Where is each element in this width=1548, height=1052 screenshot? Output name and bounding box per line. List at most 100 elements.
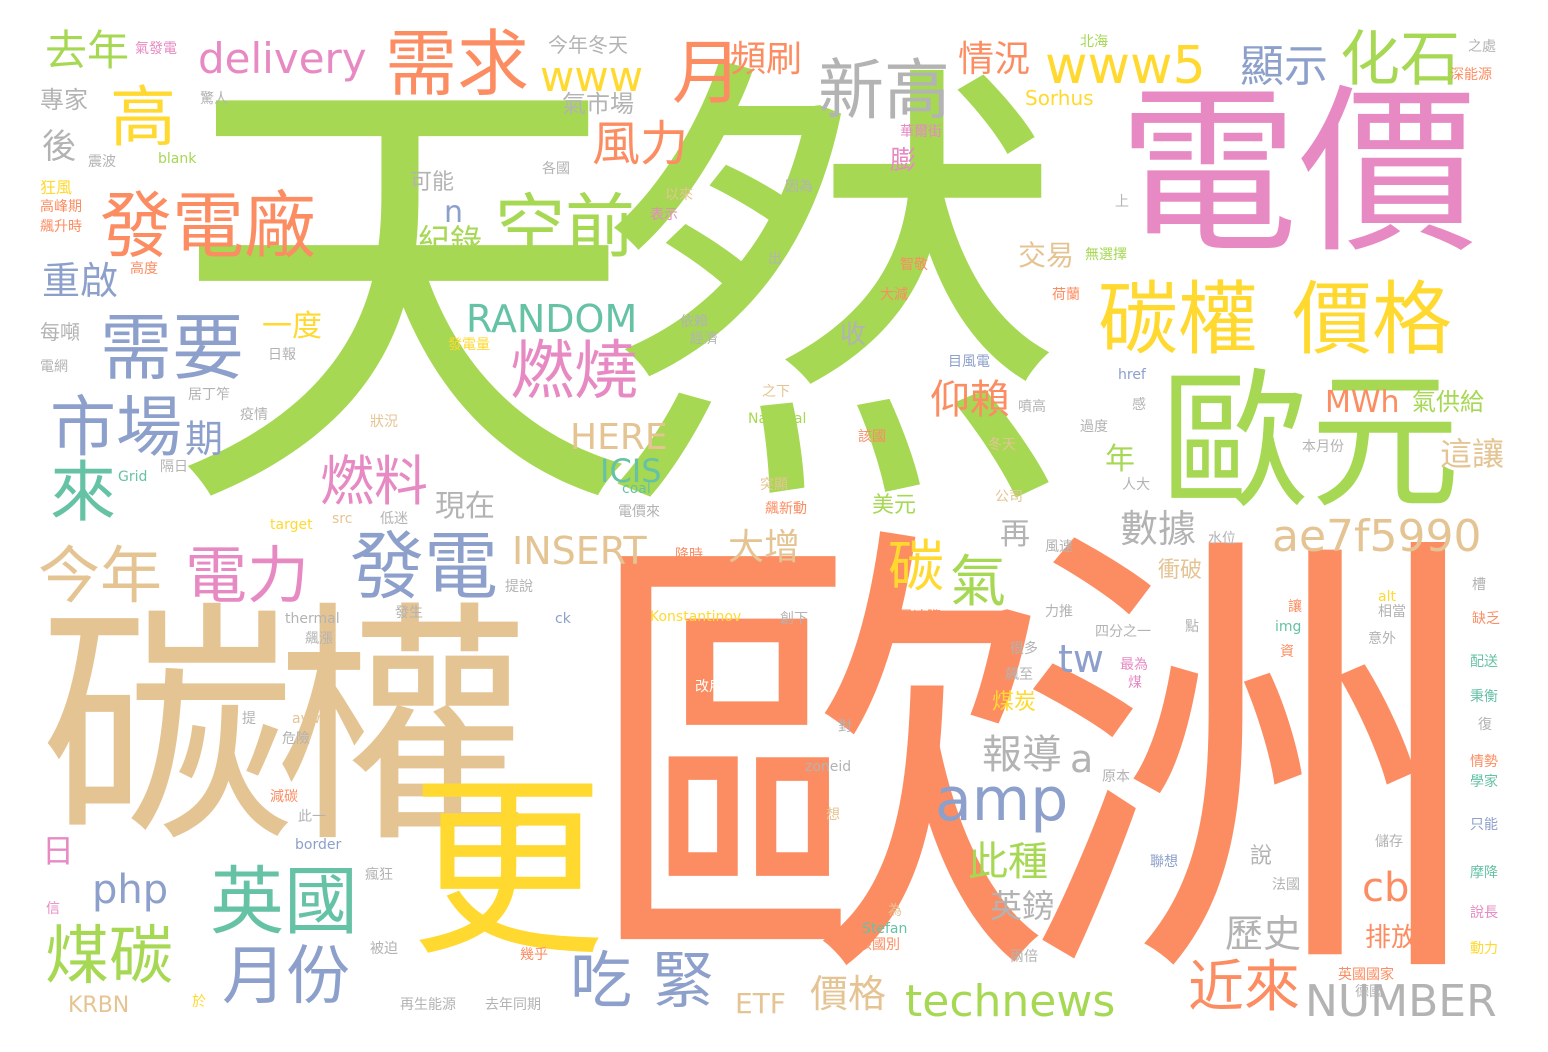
word-biaoshi: 表示 bbox=[650, 207, 678, 223]
word-gan: 感 bbox=[1132, 397, 1146, 413]
word-tishuo: 提說 bbox=[505, 579, 533, 595]
word-cb: cb bbox=[1362, 865, 1410, 911]
word-helan: 荷蘭 bbox=[1052, 287, 1080, 303]
word-coal: coal bbox=[622, 481, 651, 497]
word-blank: blank bbox=[158, 151, 197, 167]
word-ranshao: 燃燒 bbox=[510, 335, 638, 409]
word-tw: tw bbox=[1058, 637, 1104, 681]
word-gaiguo: 該國 bbox=[858, 429, 886, 445]
word-biaoxindong: 飆新動 bbox=[765, 501, 807, 517]
word-deguo: 德國 bbox=[1355, 984, 1383, 1000]
word-peisong: 配送 bbox=[1470, 654, 1498, 670]
word-peng: 膨 bbox=[890, 146, 917, 176]
word-yue: 月 bbox=[672, 32, 742, 114]
word-qingkuang: 情況 bbox=[958, 39, 1031, 80]
word-yu: 於 bbox=[192, 994, 206, 1010]
word-ae7f5990: ae7f5990 bbox=[1272, 511, 1482, 562]
word-bingheng: 秉衡 bbox=[1470, 689, 1498, 705]
word-shichang: 市場 bbox=[50, 389, 182, 466]
word-jinlai: 近來 bbox=[1188, 955, 1300, 1020]
word-here: HERE bbox=[570, 417, 668, 458]
word-henduo: 很多 bbox=[1010, 641, 1038, 657]
word-xuqiu: 需求 bbox=[385, 22, 530, 106]
word-qishichang: 氣市場 bbox=[562, 90, 634, 118]
word-zhoufengsuji: 週風速際 bbox=[885, 609, 941, 625]
word-biaoshengshi: 飆升時 bbox=[40, 219, 82, 235]
word-fasheng: 發生 bbox=[395, 605, 423, 621]
word-guodu: 過度 bbox=[1080, 419, 1108, 435]
word-zhixia: 之下 bbox=[762, 384, 790, 400]
word-geng: 更 bbox=[410, 756, 605, 983]
word-judingze: 居丁笮 bbox=[188, 387, 230, 403]
word-shou: 收 bbox=[840, 320, 867, 350]
word-lai: 來 bbox=[50, 454, 116, 531]
word-dajian: 大減 bbox=[880, 287, 908, 303]
word-benyuefen: 本月份 bbox=[1302, 439, 1344, 455]
word-nian: 年 bbox=[1105, 442, 1135, 477]
word-gongsi: 公司 bbox=[995, 489, 1023, 505]
word-src: src bbox=[332, 511, 353, 527]
word-jingren: 驚人 bbox=[200, 91, 228, 107]
word-ti: 提 bbox=[242, 711, 256, 727]
word-zhijing: 智敬 bbox=[900, 257, 928, 273]
word-cizhong: 此種 bbox=[968, 839, 1048, 885]
word-biaozhang: 飆漲 bbox=[305, 631, 333, 647]
word-xuejia: 學家 bbox=[1470, 774, 1498, 790]
word-jilu: 紀錄 bbox=[418, 222, 483, 260]
word-national: National bbox=[748, 411, 807, 427]
word-xiangdang: 相當 bbox=[1378, 604, 1406, 620]
word-wei: 為 bbox=[888, 903, 902, 919]
word-xin: 信 bbox=[46, 901, 60, 917]
word-sifenzhiyi: 四分之一 bbox=[1095, 624, 1151, 640]
word-chu: 出 bbox=[768, 251, 782, 267]
word-jiage: 價格 bbox=[1292, 273, 1452, 366]
word-qunian: 去年 bbox=[45, 26, 130, 75]
word-qi: 氣 bbox=[950, 550, 1006, 615]
word-keneng: 可能 bbox=[410, 170, 455, 195]
word-icis: ICIS bbox=[600, 452, 662, 490]
word-jingji: 經濟 bbox=[690, 331, 718, 347]
word-yiqing: 疫情 bbox=[240, 407, 268, 423]
word-stefan: Stefan bbox=[862, 921, 908, 937]
word-href: href bbox=[1118, 367, 1146, 383]
word-gao: 高 bbox=[110, 79, 176, 156]
word-beihai: 北海 bbox=[1080, 34, 1108, 50]
word-zhichu: 之處 bbox=[1468, 39, 1496, 55]
word-renda: 人大 bbox=[1122, 477, 1150, 493]
word-jihu: 幾乎 bbox=[520, 947, 548, 963]
word-xiang: 想 bbox=[826, 807, 840, 823]
word-ciyi: 此一 bbox=[298, 809, 326, 825]
word-zoneid: zoneid bbox=[805, 759, 852, 775]
word-qigongji: 氣供給 bbox=[1412, 388, 1484, 416]
word-mojiang: 摩降 bbox=[1470, 865, 1498, 881]
word-fadianliang: 發電量 bbox=[448, 337, 490, 353]
word-huaerjie: 華爾街 bbox=[900, 124, 942, 140]
word-tianran: 天然 bbox=[168, 23, 1068, 570]
word-n: n bbox=[444, 195, 464, 230]
word-ouzhou: 歐洲 bbox=[585, 491, 1485, 1038]
word-tan: 碳 bbox=[888, 535, 944, 600]
word-pengao: 噴高 bbox=[1018, 399, 1046, 415]
word-fu: 復 bbox=[1478, 717, 1492, 733]
word-grid: Grid bbox=[118, 469, 148, 485]
word-ribao: 日報 bbox=[268, 347, 296, 363]
word-tanquan: 碳權 bbox=[1098, 273, 1258, 366]
word-zhineng: 只能 bbox=[1470, 817, 1498, 833]
word-ri: 日 bbox=[42, 832, 75, 870]
word-fadianchang: 發電廠 bbox=[100, 184, 317, 268]
word-yilai2: 依賴 bbox=[680, 314, 708, 330]
word-zaishengnengyuan: 再生能源 bbox=[400, 997, 456, 1013]
word-yuefen: 月份 bbox=[222, 940, 350, 1014]
word-dianjia: 電價 bbox=[1118, 69, 1479, 278]
word-dianjialai: 電價來 bbox=[618, 504, 660, 520]
word-fengsu: 風速 bbox=[1045, 539, 1073, 555]
word-jiaoyi: 交易 bbox=[1018, 239, 1075, 272]
word-ouyuan: 歐元 bbox=[1160, 356, 1461, 530]
word-a: a bbox=[1070, 737, 1094, 781]
word-yingbang: 英鎊 bbox=[990, 887, 1055, 925]
word-liangbei: 兩倍 bbox=[1010, 949, 1038, 965]
word-xianshi: 顯示 bbox=[1240, 41, 1328, 92]
word-kuangfeng: 狂風 bbox=[40, 178, 73, 197]
word-zai: 再 bbox=[1000, 517, 1030, 552]
